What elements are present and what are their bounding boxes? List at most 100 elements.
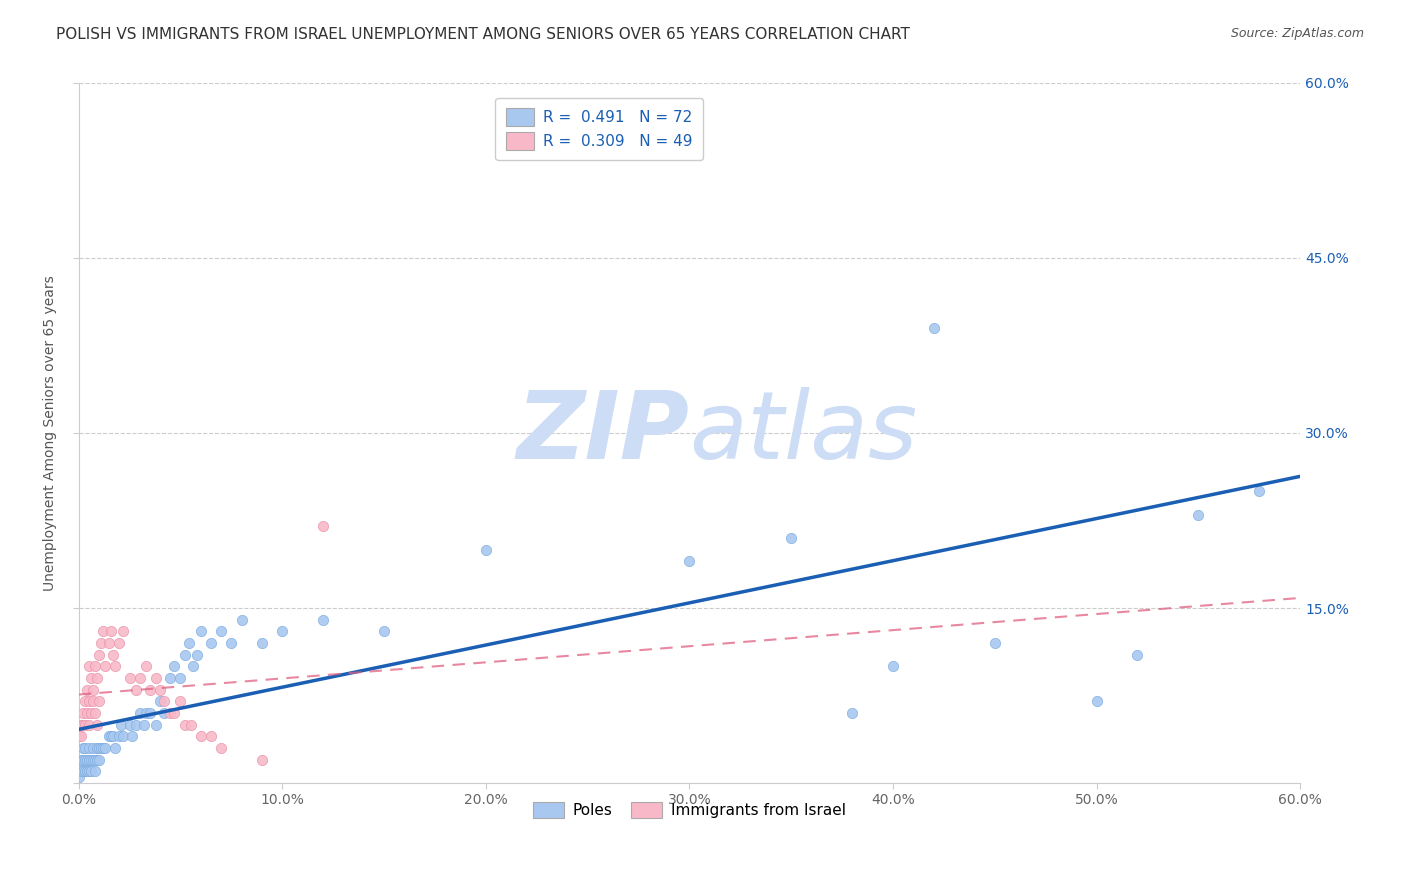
Point bbox=[922, 321, 945, 335]
Point bbox=[159, 706, 181, 720]
Point bbox=[145, 671, 167, 685]
Point bbox=[139, 682, 162, 697]
Point bbox=[221, 636, 243, 650]
Point bbox=[177, 636, 200, 650]
Point bbox=[200, 636, 222, 650]
Point bbox=[312, 519, 335, 533]
Point bbox=[82, 694, 104, 708]
Point bbox=[77, 694, 100, 708]
Point bbox=[118, 717, 141, 731]
Text: ZIP: ZIP bbox=[516, 387, 689, 479]
Point bbox=[186, 648, 208, 662]
Point bbox=[200, 730, 222, 744]
Point bbox=[312, 613, 335, 627]
Point bbox=[149, 682, 172, 697]
Point bbox=[90, 741, 112, 756]
Point bbox=[983, 636, 1005, 650]
Point bbox=[108, 636, 131, 650]
Point bbox=[80, 753, 103, 767]
Point bbox=[82, 741, 104, 756]
Point bbox=[77, 741, 100, 756]
Point bbox=[153, 694, 176, 708]
Point bbox=[86, 717, 108, 731]
Point bbox=[73, 741, 96, 756]
Point bbox=[73, 753, 96, 767]
Point bbox=[678, 554, 700, 568]
Point bbox=[135, 706, 157, 720]
Point bbox=[103, 648, 125, 662]
Point bbox=[84, 706, 107, 720]
Point bbox=[180, 717, 202, 731]
Point bbox=[100, 624, 122, 639]
Point bbox=[124, 717, 146, 731]
Point bbox=[77, 659, 100, 673]
Point bbox=[135, 659, 157, 673]
Point bbox=[76, 764, 98, 779]
Point bbox=[87, 741, 110, 756]
Point bbox=[84, 764, 107, 779]
Point bbox=[190, 624, 212, 639]
Point bbox=[163, 706, 186, 720]
Point bbox=[209, 624, 232, 639]
Point bbox=[72, 717, 94, 731]
Point bbox=[173, 717, 195, 731]
Point bbox=[250, 636, 273, 650]
Point bbox=[73, 694, 96, 708]
Point bbox=[108, 730, 131, 744]
Point bbox=[209, 741, 232, 756]
Text: POLISH VS IMMIGRANTS FROM ISRAEL UNEMPLOYMENT AMONG SENIORS OVER 65 YEARS CORREL: POLISH VS IMMIGRANTS FROM ISRAEL UNEMPLO… bbox=[56, 27, 910, 42]
Point bbox=[110, 717, 132, 731]
Point bbox=[94, 659, 117, 673]
Point bbox=[169, 694, 191, 708]
Point bbox=[1187, 508, 1209, 522]
Point bbox=[190, 730, 212, 744]
Point bbox=[84, 753, 107, 767]
Point bbox=[76, 706, 98, 720]
Point bbox=[1085, 694, 1108, 708]
Point bbox=[139, 706, 162, 720]
Point bbox=[90, 636, 112, 650]
Point bbox=[69, 764, 91, 779]
Point bbox=[145, 717, 167, 731]
Point bbox=[118, 671, 141, 685]
Point bbox=[128, 671, 150, 685]
Point bbox=[67, 770, 90, 784]
Point bbox=[163, 659, 186, 673]
Point bbox=[181, 659, 204, 673]
Point bbox=[80, 671, 103, 685]
Y-axis label: Unemployment Among Seniors over 65 years: Unemployment Among Seniors over 65 years bbox=[44, 275, 58, 591]
Point bbox=[82, 682, 104, 697]
Point bbox=[128, 706, 150, 720]
Point bbox=[149, 694, 172, 708]
Point bbox=[475, 542, 498, 557]
Point bbox=[94, 741, 117, 756]
Point bbox=[173, 648, 195, 662]
Point bbox=[72, 764, 94, 779]
Point bbox=[112, 730, 135, 744]
Point bbox=[87, 694, 110, 708]
Point bbox=[841, 706, 863, 720]
Point bbox=[69, 717, 91, 731]
Point bbox=[780, 531, 803, 545]
Point bbox=[86, 741, 108, 756]
Point bbox=[69, 730, 91, 744]
Point bbox=[82, 753, 104, 767]
Point bbox=[67, 730, 90, 744]
Point bbox=[169, 671, 191, 685]
Point bbox=[73, 764, 96, 779]
Point bbox=[91, 624, 114, 639]
Point bbox=[373, 624, 395, 639]
Point bbox=[84, 659, 107, 673]
Point bbox=[77, 764, 100, 779]
Point bbox=[86, 753, 108, 767]
Point bbox=[882, 659, 904, 673]
Point bbox=[76, 682, 98, 697]
Point bbox=[98, 730, 121, 744]
Point bbox=[617, 134, 640, 148]
Point bbox=[86, 671, 108, 685]
Point bbox=[100, 730, 122, 744]
Point bbox=[104, 659, 127, 673]
Point bbox=[72, 753, 94, 767]
Point bbox=[104, 741, 127, 756]
Point bbox=[153, 706, 176, 720]
